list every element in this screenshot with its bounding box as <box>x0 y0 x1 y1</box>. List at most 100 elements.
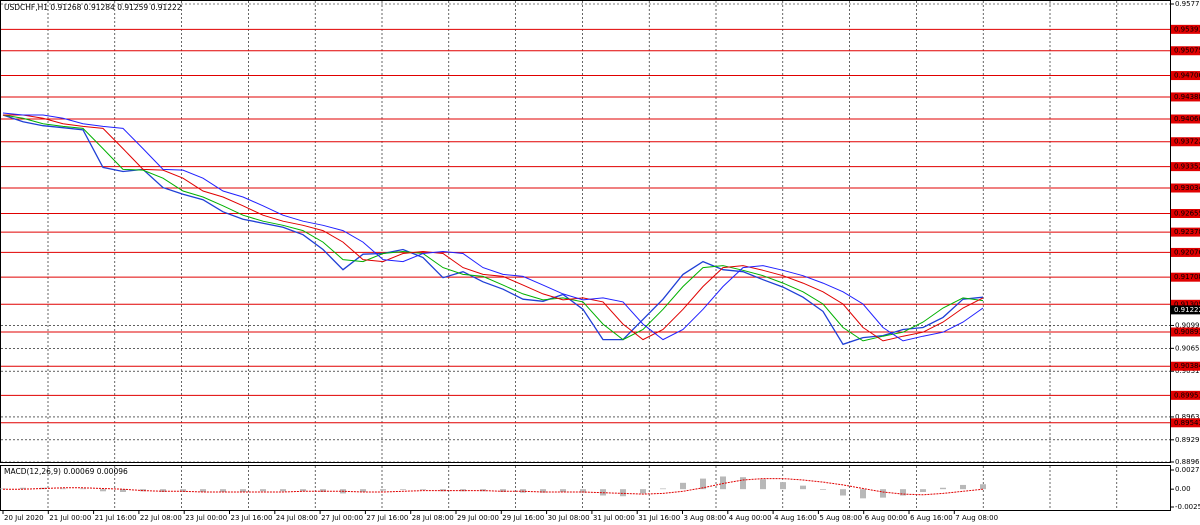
level-label: 0.94706 <box>1174 72 1200 80</box>
macd-bar <box>240 489 246 492</box>
macd-bar <box>220 489 226 492</box>
y-tick-label: 0.00272 <box>1175 466 1200 474</box>
macd-bar <box>160 489 166 492</box>
main-frame <box>0 0 1171 463</box>
macd-bar <box>760 479 766 490</box>
moving-average <box>2 112 984 342</box>
last-price-box <box>1171 305 1200 315</box>
macd-bar <box>580 489 586 493</box>
level-label: 0.90893 <box>1174 328 1200 336</box>
macd-bar <box>360 489 366 492</box>
level-label-box <box>1171 162 1200 172</box>
level-label-box <box>1171 247 1200 257</box>
moving-average <box>2 114 984 342</box>
x-tick-label: 5 Aug 08:00 <box>819 514 862 522</box>
level-label-box <box>1171 299 1200 309</box>
level-label-box <box>1171 92 1200 102</box>
level-label-box <box>1171 361 1200 371</box>
macd-bar <box>880 489 886 498</box>
level-label-box <box>1171 208 1200 218</box>
x-tick-label: 21 Jul 00:00 <box>49 514 91 522</box>
macd-bar <box>720 476 726 490</box>
macd-bar <box>640 489 646 494</box>
macd-bar <box>540 489 546 493</box>
x-tick-label: 6 Aug 00:00 <box>865 514 908 522</box>
level-label: 0.91708 <box>1174 273 1200 281</box>
macd-bar <box>420 489 426 490</box>
macd-signal <box>3 478 984 496</box>
macd-bar <box>140 489 146 492</box>
macd-header: MACD(12,26,9) 0.00069 0.00096 <box>4 467 128 476</box>
x-tick-label: 31 Jul 16:00 <box>638 514 680 522</box>
level-label: 0.91305 <box>1174 300 1200 308</box>
x-tick-label: 3 Aug 08:00 <box>684 514 727 522</box>
x-tick-label: 7 Aug 08:00 <box>955 514 998 522</box>
level-label-box <box>1171 46 1200 56</box>
macd-bar <box>20 487 26 490</box>
y-tick-label: -0.00253 <box>1175 503 1200 511</box>
x-tick-label: 24 Jul 08:00 <box>276 514 318 522</box>
macd-bar <box>780 482 786 490</box>
macd-bar <box>280 489 286 492</box>
macd-bar <box>740 477 746 490</box>
macd-bar <box>180 489 186 492</box>
macd-bar <box>660 488 666 490</box>
macd-bar <box>560 489 566 492</box>
macd-bar <box>120 489 126 492</box>
x-tick-label: 27 Jul 00:00 <box>321 514 363 522</box>
macd-bar <box>700 478 706 490</box>
level-label-box <box>1171 71 1200 81</box>
level-label-box <box>1171 183 1200 193</box>
x-tick-label: 4 Aug 16:00 <box>774 514 817 522</box>
macd-bar <box>440 489 446 492</box>
x-tick-label: 21 Jul 16:00 <box>95 514 137 522</box>
macd-bar <box>300 489 306 492</box>
level-label: 0.93352 <box>1174 163 1200 171</box>
x-tick-label: 27 Jul 16:00 <box>366 514 408 522</box>
level-label: 0.95075 <box>1174 47 1200 55</box>
y-tick-label: 0.00 <box>1175 485 1191 493</box>
last-price-label: 0.91222 <box>1174 306 1200 314</box>
macd-bar <box>620 489 626 497</box>
macd-bar <box>60 488 66 490</box>
macd-bar <box>260 489 266 492</box>
x-tick-label: 6 Aug 16:00 <box>910 514 953 522</box>
x-tick-label: 23 Jul 00:00 <box>185 514 227 522</box>
level-label: 0.92076 <box>1174 248 1200 256</box>
level-label: 0.90384 <box>1174 362 1200 370</box>
symbol-header: USDCHF,H1 0.91268 0.91284 0.91259 0.9122… <box>4 3 182 12</box>
level-label: 0.92655 <box>1174 209 1200 217</box>
vertical-grid <box>47 1 1118 510</box>
x-tick-label: 22 Jul 08:00 <box>140 514 182 522</box>
x-tick-label: 29 Jul 16:00 <box>502 514 544 522</box>
macd-bar <box>100 489 106 492</box>
x-tick-label: 29 Jul 00:00 <box>457 514 499 522</box>
macd-bar <box>500 489 506 492</box>
macd-bar <box>380 489 386 491</box>
macd-bar <box>960 484 966 490</box>
macd-bar <box>400 489 406 490</box>
macd-bar <box>940 487 946 490</box>
macd-bar <box>200 489 206 492</box>
x-tick-label: 30 Jul 08:00 <box>548 514 590 522</box>
moving-average <box>3 114 984 342</box>
x-tick-label: 4 Aug 00:00 <box>729 514 772 522</box>
level-label: 0.89951 <box>1174 391 1200 399</box>
level-label-box <box>1171 272 1200 282</box>
level-label: 0.93034 <box>1174 184 1200 192</box>
macd-bar <box>680 482 686 490</box>
macd-bar <box>860 489 866 499</box>
macd-frame <box>0 465 1171 511</box>
level-label-box <box>1171 137 1200 147</box>
macd-bar <box>920 489 926 492</box>
